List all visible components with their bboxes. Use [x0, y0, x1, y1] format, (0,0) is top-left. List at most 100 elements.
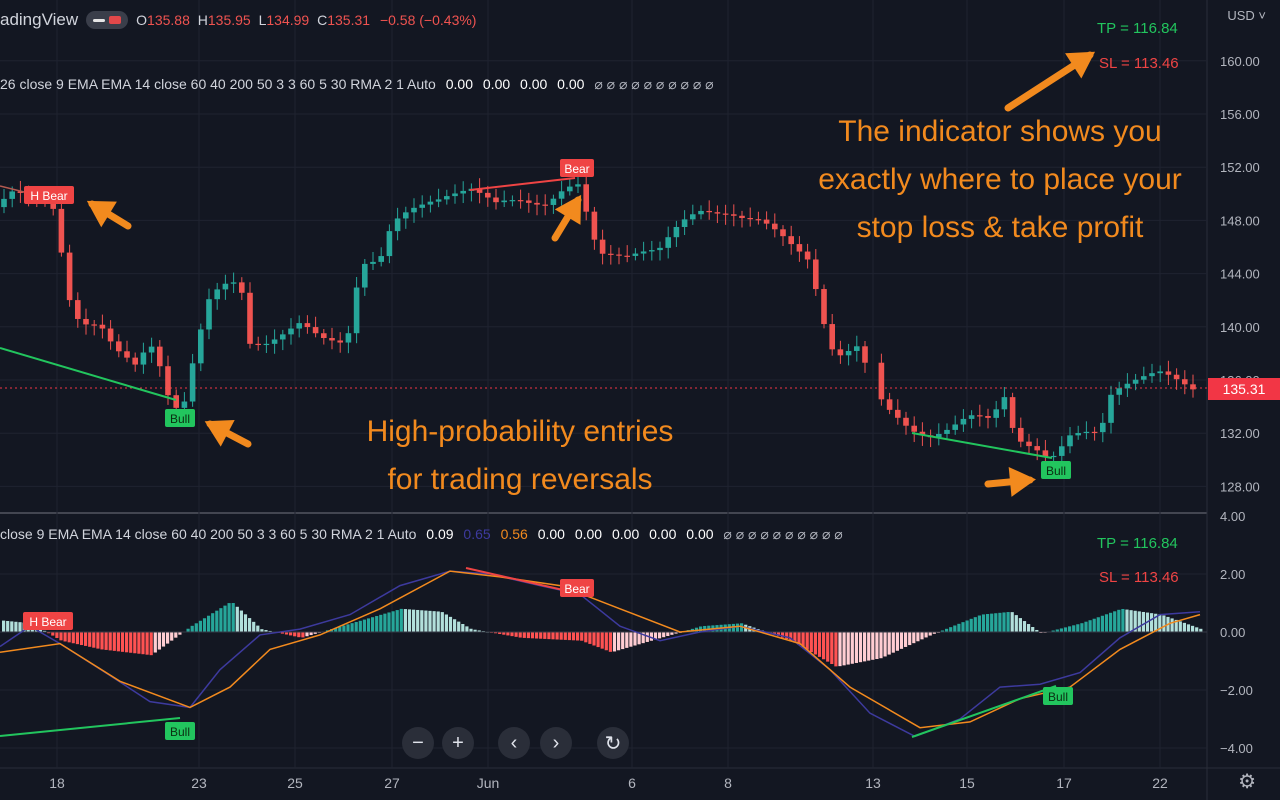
time-tick-label: 8 — [724, 775, 732, 791]
candle-body — [903, 417, 909, 426]
histogram-bar — [436, 611, 440, 632]
candle-body — [476, 188, 483, 193]
histogram-bar — [809, 632, 813, 653]
histogram-bar — [1010, 612, 1014, 632]
candle-body — [1182, 379, 1188, 385]
signal-label-bear — [24, 186, 74, 204]
histogram-bar — [912, 632, 916, 644]
osc-tick-label: −4.00 — [1220, 741, 1253, 756]
candle-body — [534, 202, 540, 205]
histogram-bar — [55, 632, 59, 638]
histogram-bar — [899, 632, 904, 649]
candle-body — [493, 197, 499, 203]
candle-body — [755, 219, 762, 221]
gear-icon[interactable]: ⚙ — [1238, 771, 1256, 793]
currency-selector[interactable]: USD ˅ — [1227, 8, 1266, 23]
candle-body — [17, 191, 24, 193]
candle-body — [444, 196, 450, 200]
candle-body — [370, 261, 376, 264]
indicator-legend-main[interactable]: 26 close 9 EMA EMA 14 close 60 40 200 50… — [0, 76, 714, 92]
histogram-bar — [1178, 621, 1182, 632]
candle-body — [214, 289, 220, 300]
histogram-bar — [1072, 625, 1076, 632]
histogram-bar — [289, 632, 293, 636]
candle-body — [517, 200, 524, 202]
histogram-bar — [256, 625, 260, 632]
histogram-bar — [1031, 626, 1035, 632]
histogram-bar — [391, 611, 395, 632]
scroll-left-button[interactable]: ‹ — [498, 727, 530, 759]
histogram-bar — [38, 628, 43, 632]
reset-chart-button[interactable]: ↻ — [597, 727, 629, 759]
candle-body — [813, 259, 819, 290]
scroll-right-button[interactable]: › — [540, 727, 572, 759]
candle-body — [189, 363, 196, 402]
price-tick-label: 132.00 — [1220, 426, 1260, 441]
histogram-bar — [71, 632, 75, 644]
histogram-bar — [235, 606, 239, 632]
histogram-bar — [268, 630, 272, 632]
candle-body — [329, 338, 335, 341]
candle-body — [911, 425, 917, 432]
candle-body — [698, 210, 704, 215]
candle-body — [952, 424, 958, 430]
annotation-indicator: The indicator shows you exactly where to… — [818, 115, 1182, 244]
candle-body — [886, 399, 893, 410]
candle-body — [722, 213, 729, 215]
zoom-out-button[interactable]: − — [402, 727, 434, 759]
histogram-bar — [88, 632, 92, 647]
candle-body — [501, 200, 507, 203]
visibility-toggle[interactable] — [86, 11, 129, 29]
histogram-bar — [580, 632, 584, 641]
histogram-bar — [637, 632, 641, 645]
histogram-bar — [202, 618, 207, 632]
histogram-bar — [43, 630, 47, 632]
histogram-bar — [198, 620, 202, 632]
signal-label-bull — [165, 722, 195, 740]
histogram-bar — [444, 614, 448, 632]
histogram-bar — [350, 623, 354, 632]
histogram-bar — [567, 632, 571, 641]
histogram-bar — [1195, 627, 1199, 632]
histogram-bar — [797, 632, 801, 645]
histogram-bar — [641, 632, 645, 644]
histogram-bar — [47, 632, 51, 634]
histogram-bar — [1096, 617, 1100, 632]
macd-line — [0, 570, 1201, 738]
candle-body — [304, 323, 311, 328]
histogram-bar — [104, 632, 108, 650]
candle-body — [780, 229, 786, 237]
candle-body — [1083, 431, 1090, 434]
annotation-entries: High-probability entries for trading rev… — [366, 415, 674, 496]
candle-body — [83, 318, 89, 325]
candle-body — [345, 333, 352, 343]
histogram-bar — [928, 632, 932, 636]
histogram-bar — [1174, 619, 1178, 632]
signal-label-bull — [1043, 687, 1073, 705]
histogram-bar — [1068, 626, 1072, 632]
candle-body — [427, 201, 434, 205]
histogram-bar — [358, 620, 362, 632]
time-tick-label: 25 — [287, 775, 303, 791]
histogram-bar — [260, 629, 264, 632]
histogram-bar — [403, 609, 407, 632]
signal-label-text: Bull — [170, 725, 190, 739]
indicator-legend-sub[interactable]: close 9 EMA EMA 14 close 60 40 200 50 3 … — [0, 526, 843, 542]
histogram-bar — [953, 625, 957, 632]
histogram-bar — [998, 612, 1002, 632]
time-tick-label: 22 — [1152, 775, 1168, 791]
histogram-bar — [674, 632, 678, 634]
histogram-bar — [477, 630, 481, 632]
histogram-bar — [863, 632, 867, 662]
histogram-bar — [776, 632, 781, 637]
histogram-bar — [63, 632, 67, 642]
histogram-bar — [904, 632, 908, 647]
histogram-bar — [14, 621, 18, 632]
histogram-bar — [932, 632, 936, 634]
candle-body — [542, 204, 548, 206]
zoom-in-button[interactable]: + — [442, 727, 474, 759]
time-tick-label: 23 — [191, 775, 207, 791]
candle-body — [263, 343, 270, 346]
candle-body — [804, 251, 811, 260]
